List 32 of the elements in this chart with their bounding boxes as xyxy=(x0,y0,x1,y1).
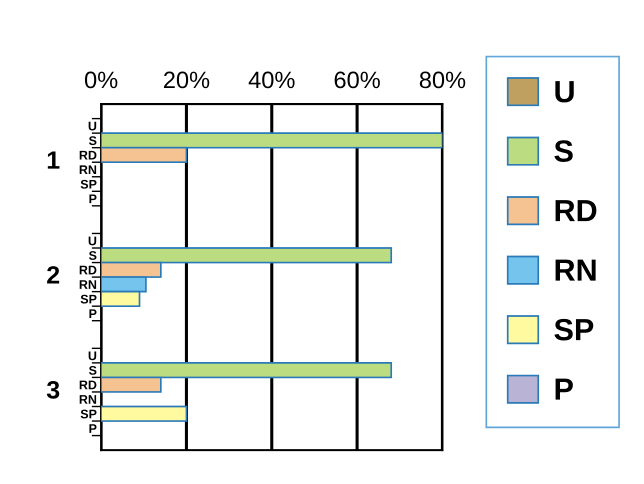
y-tick-label: S xyxy=(88,251,96,260)
legend-label: RD xyxy=(556,200,596,222)
legend-label: S xyxy=(554,140,573,162)
text: 1 xyxy=(48,151,60,169)
x-tick-label: 20% xyxy=(164,72,210,88)
legend-label: P xyxy=(556,378,573,400)
y-tick-label: U xyxy=(88,352,96,360)
x-tick-label: 80% xyxy=(420,72,466,88)
y-tick-label: S xyxy=(88,366,96,375)
x-tick-label: 40% xyxy=(248,72,295,88)
y-tick-label: SP xyxy=(80,294,97,304)
y-tick-label: SP xyxy=(80,180,97,189)
y-tick-label: RN xyxy=(80,395,96,404)
y-tick-label: RN xyxy=(80,280,96,289)
y-tick-label: RD xyxy=(80,150,96,160)
legend-label: RN xyxy=(556,260,596,281)
y-tick-label: U xyxy=(88,122,96,131)
y-tick-label: RD xyxy=(80,266,96,274)
y-tick-label: P xyxy=(89,424,97,433)
y-tick-label: S xyxy=(88,136,96,146)
y-tick-label: RN xyxy=(80,165,96,174)
legend-label: SP xyxy=(554,318,594,340)
text: 2 xyxy=(47,266,60,284)
y-tick-label: P xyxy=(89,194,97,204)
x-tick-label: 0% xyxy=(84,72,118,88)
y-tick-label: RD xyxy=(80,380,96,390)
y-tick-label: SP xyxy=(80,410,97,418)
y-tick-label: U xyxy=(88,236,96,246)
y-tick-label: P xyxy=(89,309,97,318)
x-tick-label: 60% xyxy=(334,72,380,88)
legend-label: U xyxy=(555,81,574,102)
text: 3 xyxy=(46,380,60,399)
